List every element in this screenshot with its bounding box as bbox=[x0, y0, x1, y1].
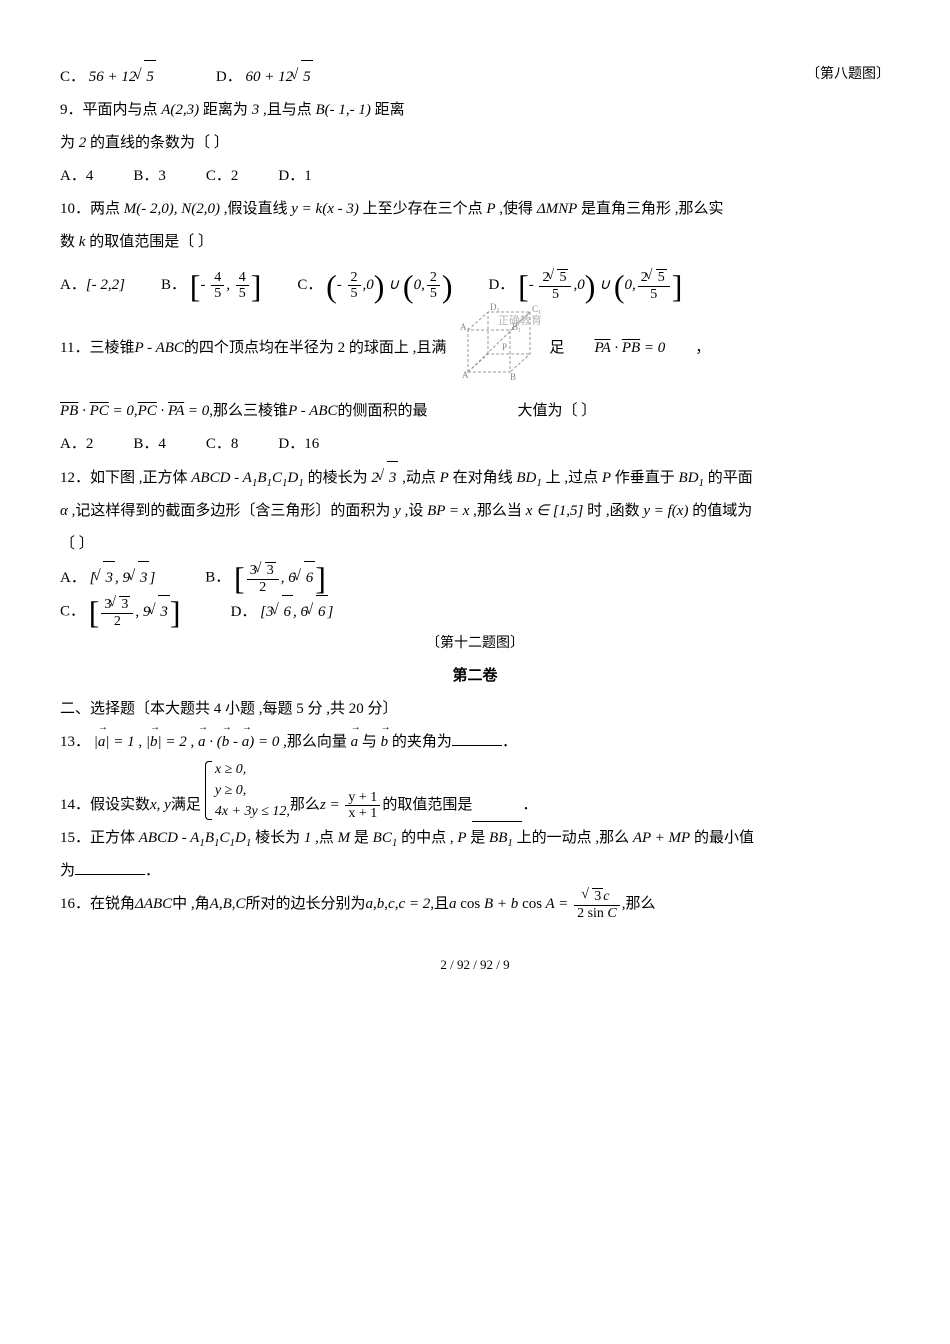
svg-text:P: P bbox=[502, 342, 507, 352]
q11-optA: A．2 bbox=[60, 428, 93, 461]
q8-optD: D． 60 + 125 bbox=[216, 60, 313, 94]
q11-optB: B．4 bbox=[133, 428, 166, 461]
page-number: 2 / 92 / 92 / 9 bbox=[60, 951, 890, 980]
q11-line1: 11．三棱锥 P - ABC 的四个顶点均在半径为 2 的球面上 ,且满 正确教… bbox=[60, 302, 890, 395]
q12-line2: α ,记这样得到的截面多边形〔含三角形〕的面积为 y ,设 BP = x ,那么… bbox=[60, 495, 890, 528]
svg-text:A: A bbox=[462, 370, 469, 380]
q10-optD: D． [ - 255,0 ) ∪ ( 0,255 ] bbox=[488, 269, 682, 302]
q10-optC: C． ( - 25,0 ) ∪ ( 0,25 ) bbox=[297, 269, 452, 302]
q9-optD: D．1 bbox=[278, 160, 311, 193]
q10-line1: 10．两点 M(- 2,0), N(2,0) ,假设直线 y = k(x - 3… bbox=[60, 193, 890, 226]
svg-text:C₁: C₁ bbox=[532, 304, 541, 314]
q9-line1: 9．平面内与点 A(2,3) 距离为 3 ,且与点 B(- 1,- 1) 距离 bbox=[60, 94, 890, 127]
q11-line2: PB · PC = 0 , PC · PA = 0 ,那么三棱锥 P - ABC… bbox=[60, 395, 890, 428]
q12-optB: B． [ 332, 66 ] bbox=[205, 561, 326, 595]
q8-optC: C． 56 + 125 bbox=[60, 60, 156, 94]
q13-blank bbox=[452, 730, 502, 746]
q12-line3: 〔 〕 bbox=[60, 528, 890, 561]
q12-optD: D． [36, 66] bbox=[231, 595, 334, 629]
q14-blank bbox=[472, 806, 522, 822]
q8-fig-note: 〔第八题图〕 bbox=[806, 60, 890, 94]
q12-line1: 12．如下图 ,正方体 ABCD - A1B1C1D1 的棱长为 23 ,动点 … bbox=[60, 461, 890, 495]
q12-optA: A． [3, 93] bbox=[60, 561, 155, 595]
section2-title: 第二卷 bbox=[60, 660, 890, 693]
q13: 13． |a| = 1 , |b| = 2 , a · (b - a) = 0 … bbox=[60, 726, 890, 759]
q10-optB: B． [ - 45, 45 ] bbox=[161, 269, 261, 302]
q11-eq1: PA · PB = 0 bbox=[594, 332, 665, 365]
q15-blank bbox=[75, 859, 145, 875]
svg-text:B: B bbox=[510, 372, 516, 382]
q11-optC: C．8 bbox=[206, 428, 239, 461]
q12-options-row2: C． [ 332, 93 ] D． [36, 66] bbox=[60, 595, 890, 629]
svg-text:D₁: D₁ bbox=[490, 302, 500, 312]
q15-line1: 15．正方体 ABCD - A1B1C1D1 棱长为 1 ,点 M 是 BC1 … bbox=[60, 822, 890, 855]
q9-line2: 为 2 的直线的条数为〔 〕 bbox=[60, 127, 890, 160]
cube-diagram: 正确教育 D₁ C₁ A₁ B₁ A B P bbox=[450, 302, 545, 395]
q11-eq2: PB · PC = 0 bbox=[60, 395, 134, 428]
q11-options: A．2 B．4 C．8 D．16 bbox=[60, 428, 890, 461]
q10-options: A．[- 2,2] B． [ - 45, 45 ] C． ( - 25,0 ) … bbox=[60, 269, 890, 302]
section2-instr: 二、选择题〔本大题共 4 小题 ,每题 5 分 ,共 20 分〕 bbox=[60, 693, 890, 726]
q12-fig-note: 〔第十二题图〕 bbox=[60, 629, 890, 660]
q10-optA: A．[- 2,2] bbox=[60, 269, 125, 302]
q16-eq: a cos B + b cos A = 3c2 sin C bbox=[449, 888, 622, 921]
q10-line2: 数 k 的取值范围是〔 〕 bbox=[60, 226, 890, 259]
q14-system: x ≥ 0, y ≥ 0, 4x + 3y ≤ 12, bbox=[201, 759, 290, 822]
q11-optD: D．16 bbox=[278, 428, 319, 461]
q9-optA: A．4 bbox=[60, 160, 93, 193]
q12-options-row1: A． [3, 93] B． [ 332, 66 ] bbox=[60, 561, 890, 595]
q9-optC: C．2 bbox=[206, 160, 239, 193]
svg-text:A₁: A₁ bbox=[460, 322, 470, 332]
q11-eq3: PC · PA = 0 bbox=[138, 395, 210, 428]
q16: 16．在锐角 ΔABC 中 ,角 A ,B ,C 所对的边长分别为 a ,b ,… bbox=[60, 888, 890, 921]
q8-options-tail: C． 56 + 125 D． 60 + 125 〔第八题图〕 bbox=[60, 60, 890, 94]
svg-text:B₁: B₁ bbox=[512, 322, 521, 332]
q14: 14．假设实数 x, y 满足 x ≥ 0, y ≥ 0, 4x + 3y ≤ … bbox=[60, 759, 890, 822]
q12-optC: C． [ 332, 93 ] bbox=[60, 595, 181, 629]
q15-line2: 为． bbox=[60, 855, 890, 888]
q9-options: A．4 B．3 C．2 D．1 bbox=[60, 160, 890, 193]
q9-optB: B．3 bbox=[133, 160, 166, 193]
